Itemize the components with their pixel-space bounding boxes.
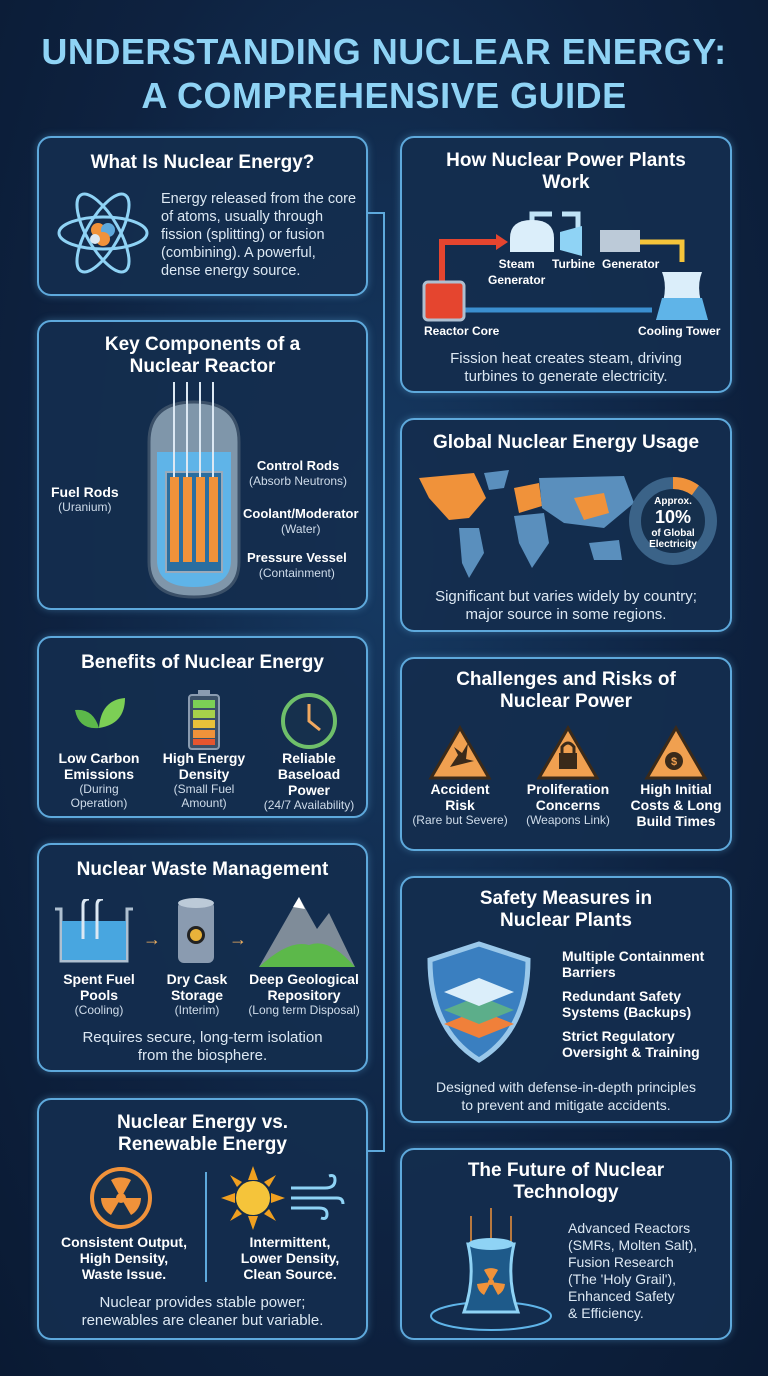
label-steam-generator: Steam Generator [488,257,546,287]
label-cooling-tower: Cooling Tower [638,324,721,338]
arrow-right-icon: → [229,929,247,949]
panel-heading: How Nuclear Power Plants Work [446,150,686,193]
power-plant-flow-diagram [422,211,708,322]
label-turbine: Turbine [552,257,596,271]
label-pressure-vessel: Pressure Vessel (Containment) [247,550,347,580]
panel-benefits: Benefits of Nuclear Energy Low Carbon Emi… [37,636,368,818]
battery-icon [188,690,220,750]
shield-icon [427,941,531,1063]
label-coolant: Coolant/Moderator (Water) [243,506,359,536]
panel-heading: Global Nuclear Energy Usage [432,432,700,453]
panel-description: Energy released from the core of atoms, … [161,191,357,279]
wind-icon [291,1174,345,1220]
renewable-traits: Intermittent, Lower Density, Clean Source. [240,1234,340,1282]
safety-item: Multiple Containment Barriers [562,948,705,980]
divider [205,1172,207,1282]
panel-description: Fission heat creates steam, driving turbi… [450,350,682,385]
panel-what-is: What Is Nuclear Energy? Energy released … [37,136,368,296]
panel-heading: Key Components of a Nuclear Reactor [104,334,301,377]
benefit-reliable-power: Reliable Baseload Power (24/7 Availability) [259,692,359,812]
lock-warning-icon [536,725,600,780]
atom-icon [57,192,149,274]
reactor-diagram-icon [147,382,241,599]
safety-item: Strict Regulatory Oversight & Training [562,1028,700,1060]
panel-description: Designed with defense-in-depth principle… [436,1079,696,1113]
panel-versus: Nuclear Energy vs. Renewable Energy Consi… [37,1098,368,1340]
panel-heading: The Future of Nuclear Technology [467,1160,665,1203]
panel-safety: Safety Measures in Nuclear Plants Multipl… [400,876,732,1123]
money-bag-warning-icon: $ [644,725,708,780]
world-map [419,470,634,578]
panel-waste: Nuclear Waste Management → → Spent Fuel P… [37,843,368,1072]
panel-how-plants-work: How Nuclear Power Plants Work Steam Genera… [400,136,732,393]
waste-repository: Deep Geological Repository (Long term Disp… [248,971,360,1017]
benefit-low-carbon: Low Carbon Emissions (During Operation) [49,694,149,810]
waste-dry-cask: Dry Cask Storage (Interim) [166,971,228,1017]
panel-heading: Benefits of Nuclear Energy [81,652,324,673]
safety-item: Redundant Safety Systems (Backups) [562,988,692,1020]
connector [368,1150,384,1152]
panel-description: Nuclear provides stable power; renewables… [81,1294,324,1329]
panel-global-usage: Global Nuclear Energy Usage Approx. 10% … [400,418,732,632]
panel-heading: Nuclear Energy vs. Renewable Energy [116,1112,289,1155]
challenge-proliferation: Proliferation Concerns (Weapons Link) [516,725,620,827]
mountain-icon [259,897,355,967]
donut-share-arc [629,477,717,565]
panel-challenges: Challenges and Risks of Nuclear Power Acc… [400,657,732,851]
pool-icon [55,899,133,963]
leaf-icon [75,698,125,748]
sun-icon [221,1166,285,1230]
label-control-rods: Control Rods (Absorb Neutrons) [249,458,348,488]
futuristic-reactor-icon [430,1208,552,1331]
future-description: Advanced Reactors (SMRs, Molten Salt), Fus… [568,1220,698,1321]
connector [383,212,385,1152]
panel-key-components: Key Components of a Nuclear Reactor Fuel … [37,320,368,610]
panel-heading: Challenges and Risks of Nuclear Power [456,669,676,712]
label-reactor-core: Reactor Core [424,324,500,338]
page-title: UNDERSTANDING NUCLEAR ENERGY: A COMPREHEN… [41,31,727,116]
panel-heading: What Is Nuclear Energy? [90,152,315,173]
challenge-costs: $ High Initial Costs & Long Build Times [624,725,728,829]
panel-description: Significant but varies widely by country… [435,588,697,623]
benefit-energy-density: High Energy Density (Small Fuel Amount) [154,690,254,810]
panel-future: The Future of Nuclear Technology Advanced… [400,1148,732,1340]
clock-icon [281,693,337,749]
arrow-right-icon: → [143,929,161,949]
nuclear-traits: Consistent Output, High Density, Waste Iss… [61,1234,187,1282]
panel-heading: Safety Measures in Nuclear Plants [479,888,653,931]
panel-heading: Nuclear Waste Management [76,859,329,880]
radiation-icon [90,1167,152,1229]
label-fuel-rods: Fuel Rods (Uranium) [51,484,119,514]
waste-spent-fuel: Spent Fuel Pools (Cooling) [63,971,135,1017]
challenge-accident: Accident Risk (Rare but Severe) [408,725,512,827]
svg-text:$: $ [671,756,677,768]
share-donut-chart [629,477,717,565]
label-generator: Generator [602,257,660,271]
panel-description: Requires secure, long-term isolation from… [82,1029,323,1064]
donut-label: Approx. 10% of Global Electricity [649,496,697,550]
connector [368,212,384,214]
cask-icon [178,898,214,963]
explosion-warning-icon [428,725,492,780]
